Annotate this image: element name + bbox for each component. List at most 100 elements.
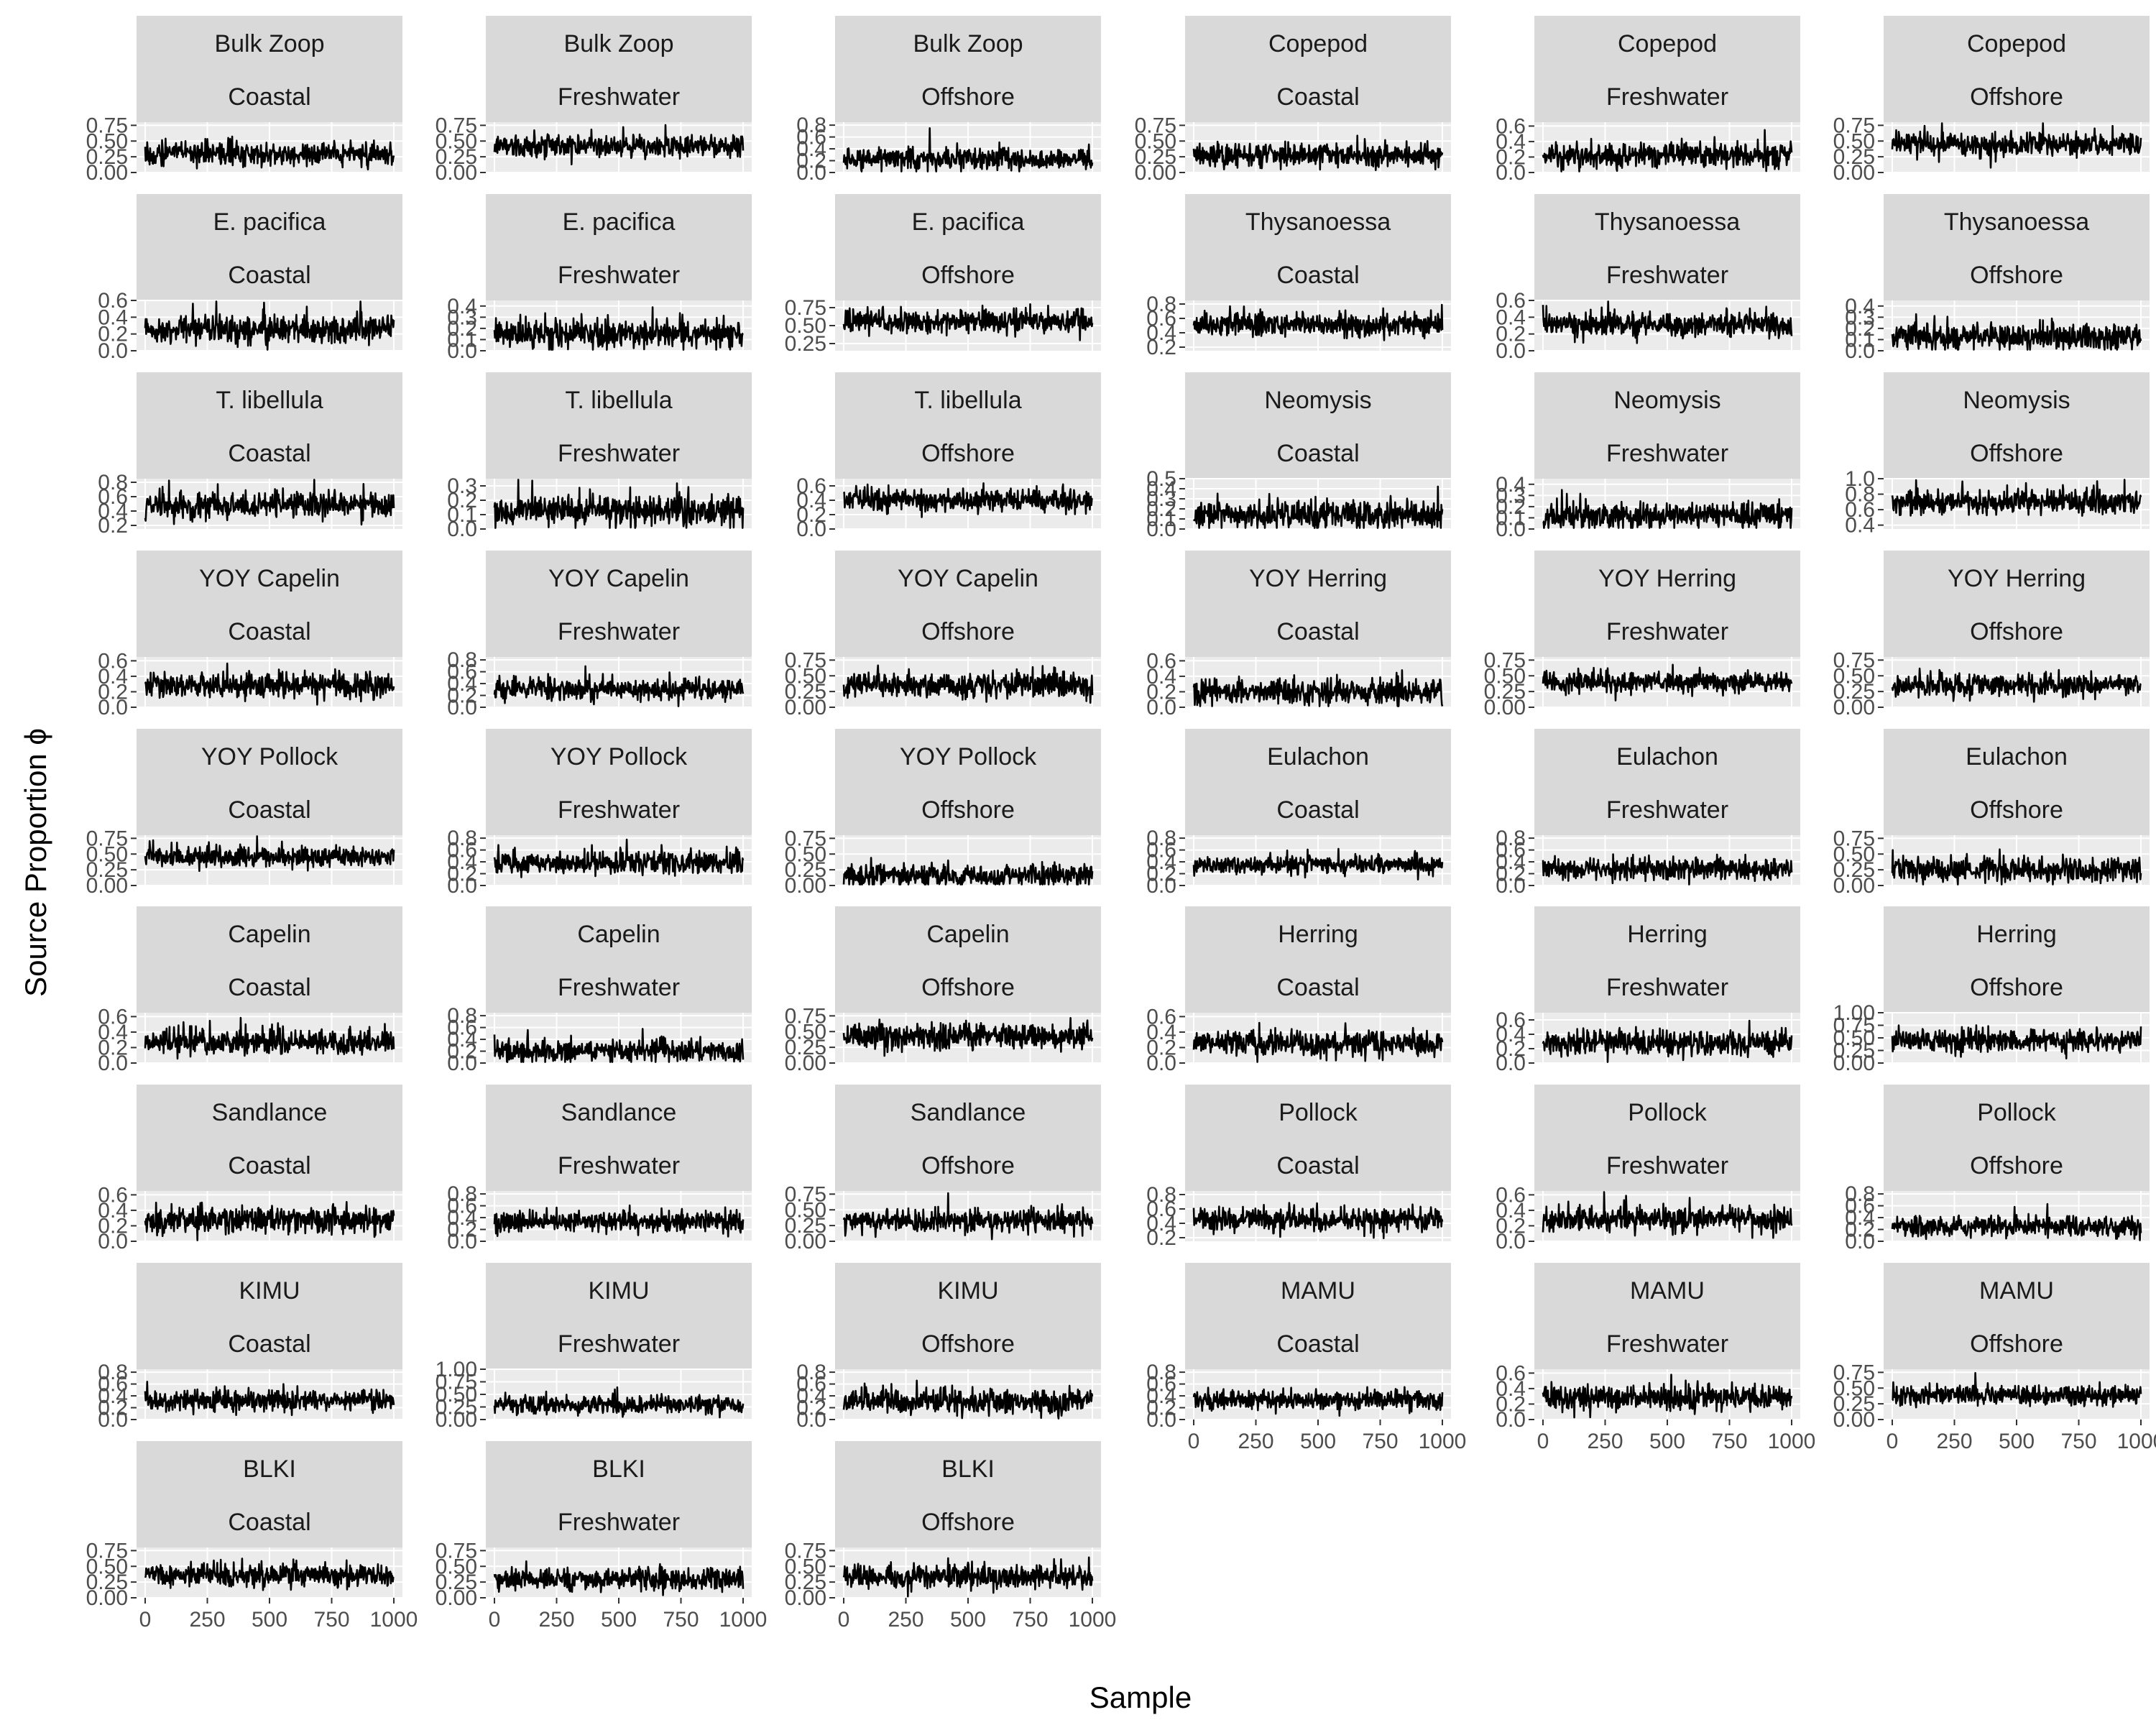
facet-panel: Copepod Offshore 0.000.250.500.75 xyxy=(1833,16,2150,185)
facet-panel: YOY Herring Coastal 0.00.20.40.6 xyxy=(1146,551,1451,719)
facet-source-label: Pollock xyxy=(1628,1099,1708,1126)
facet-strip xyxy=(137,551,402,657)
facet-region-label: Freshwater xyxy=(1606,83,1728,111)
facet-region-label: Offshore xyxy=(921,796,1015,824)
y-tick-label: 0.00 xyxy=(785,1230,826,1254)
trace-line xyxy=(144,1201,395,1241)
y-tick-label: 0.25 xyxy=(785,1214,826,1238)
y-tick-label: 0.2 xyxy=(796,150,826,173)
facet-region-label: Coastal xyxy=(1276,974,1359,1001)
trace-line xyxy=(1542,853,1793,886)
y-tick-label: 0.25 xyxy=(785,680,826,704)
y-tick-label: 0.2 xyxy=(796,503,826,527)
facet-source-label: Herring xyxy=(1627,921,1707,948)
y-tick-label: 0.6 xyxy=(1845,1195,1875,1218)
facet-source-label: BLKI xyxy=(592,1455,645,1483)
y-tick-label: 0.2 xyxy=(1496,145,1526,169)
trace-line xyxy=(144,135,395,171)
facet-strip xyxy=(1185,1085,1451,1191)
facet-region-label: Freshwater xyxy=(558,1152,680,1179)
facet-source-label: Copepod xyxy=(1618,30,1717,58)
y-tick-label: 0.75 xyxy=(436,1539,477,1563)
facet-region-label: Offshore xyxy=(1970,262,2063,289)
y-tick-label: 0.00 xyxy=(1833,1408,1875,1432)
facet-panel: Capelin Coastal 0.00.20.40.6 xyxy=(98,906,402,1075)
y-tick-label: 0.4 xyxy=(447,295,477,318)
y-tick-label: 0.50 xyxy=(785,664,826,688)
y-tick-label: 0.00 xyxy=(86,161,128,185)
y-tick-label: 1.00 xyxy=(1833,1001,1875,1025)
facet-region-label: Offshore xyxy=(921,1330,1015,1358)
y-tick-label: 0.4 xyxy=(1496,1023,1526,1046)
facet-source-label: Bulk Zoop xyxy=(214,30,324,58)
facet-strip xyxy=(1185,906,1451,1013)
facet-strip xyxy=(1884,551,2150,657)
facet-panel: BLKI Offshore 0.000.250.500.75 0 250 500 750 10… xyxy=(785,1441,1116,1632)
y-tick-label: 0.4 xyxy=(1496,130,1526,154)
y-tick-label: 0.25 xyxy=(436,1396,477,1420)
facet-panel: Capelin Freshwater 0.00.20.40.60.8 xyxy=(447,906,752,1075)
y-tick-label: 0.6 xyxy=(447,661,477,684)
y-tick-label: 0.00 xyxy=(785,1586,826,1610)
facet-panel: E. pacifica Offshore 0.250.500.75 xyxy=(785,194,1101,356)
y-tick-label: 0.8 xyxy=(1496,827,1526,850)
y-tick-label: 0.2 xyxy=(1845,317,1875,341)
trace-line xyxy=(1891,479,2142,518)
y-tick-label: 0.75 xyxy=(785,1004,826,1028)
facet-strip xyxy=(137,372,402,479)
y-tick-label: 0.25 xyxy=(1484,680,1526,704)
y-tick-label: 0.4 xyxy=(98,1384,128,1408)
y-tick-label: 0.2 xyxy=(447,684,477,708)
y-tick-label: 0.50 xyxy=(1833,1376,1875,1400)
facet-panel: Thysanoessa Freshwater 0.00.20.40.6 xyxy=(1496,194,1800,363)
y-tick-label: 0.8 xyxy=(1845,483,1875,507)
facet-source-label: YOY Pollock xyxy=(900,743,1037,770)
y-tick-label: 0.25 xyxy=(1833,680,1875,704)
y-tick-label: 0.2 xyxy=(1146,336,1176,359)
facet-region-label: Offshore xyxy=(1970,1152,2063,1179)
y-tick-label: 0.2 xyxy=(447,862,477,886)
trace-line xyxy=(842,303,1094,341)
facet-strip xyxy=(486,906,752,1013)
facet-source-label: T. libellula xyxy=(216,387,323,414)
facet-panel: MAMU Offshore 0.000.250.500.75 0 250 500 750 10… xyxy=(1833,1263,2156,1453)
y-tick-label: 0.50 xyxy=(86,842,128,866)
y-tick-label: 0.0 xyxy=(1496,1408,1526,1432)
x-tick-label: 1000 xyxy=(719,1608,768,1632)
facet-source-label: MAMU xyxy=(1281,1277,1355,1305)
y-tick-label: 0.6 xyxy=(447,1195,477,1218)
y-tick-label: 0.8 xyxy=(796,114,826,137)
facet-source-label: T. libellula xyxy=(914,387,1021,414)
y-tick-label: 0.75 xyxy=(1833,1361,1875,1384)
facet-strip xyxy=(1534,1085,1800,1191)
y-tick-label: 0.00 xyxy=(785,874,826,898)
facet-strip xyxy=(835,1441,1101,1547)
facet-source-label: YOY Herring xyxy=(1948,565,2086,592)
y-tick-label: 0.4 xyxy=(98,305,128,329)
y-tick-label: 0.4 xyxy=(98,1021,128,1044)
y-tick-label: 0.8 xyxy=(98,1361,128,1384)
y-tick-label: 0.8 xyxy=(447,648,477,672)
x-tick-label: 0 xyxy=(1188,1430,1200,1453)
facet-region-label: Coastal xyxy=(1276,83,1359,111)
facet-region-label: Coastal xyxy=(228,796,310,824)
y-tick-label: 0.75 xyxy=(785,1182,826,1206)
y-tick-label: 0.4 xyxy=(1496,1377,1526,1401)
y-tick-label: 0.75 xyxy=(1833,827,1875,850)
x-tick-label: 500 xyxy=(252,1608,287,1632)
y-tick-label: 0.6 xyxy=(447,839,477,862)
facet-region-label: Coastal xyxy=(228,974,310,1001)
y-tick-label: 0.4 xyxy=(796,137,826,161)
facet-region-label: Freshwater xyxy=(1606,440,1728,467)
y-tick-label: 0.0 xyxy=(447,339,477,363)
y-tick-label: 0.75 xyxy=(785,827,826,850)
facet-strip xyxy=(137,1085,402,1191)
facet-panel: Sandlance Offshore 0.000.250.500.75 xyxy=(785,1085,1101,1254)
y-tick-label: 0.00 xyxy=(1833,1052,1875,1075)
facet-region-label: Freshwater xyxy=(1606,1152,1728,1179)
facet-region-label: Freshwater xyxy=(1606,262,1728,289)
y-tick-label: 0.75 xyxy=(1833,648,1875,672)
facet-source-label: E. pacifica xyxy=(213,208,326,236)
facet-panel: Pollock Offshore 0.00.20.40.60.8 xyxy=(1845,1085,2150,1254)
facet-strip xyxy=(137,194,402,300)
